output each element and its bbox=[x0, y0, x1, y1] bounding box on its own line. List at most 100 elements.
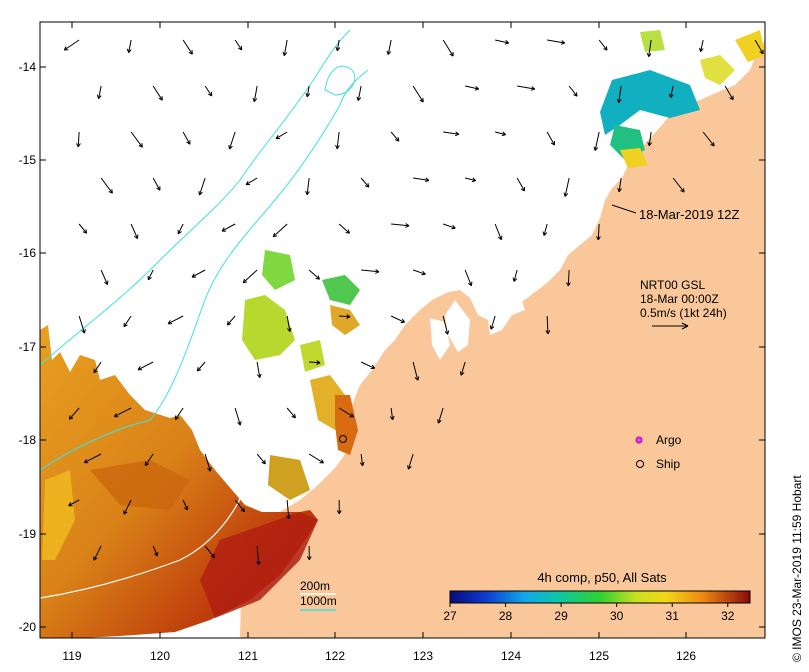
colorbar-label: 32 bbox=[721, 609, 735, 623]
land-area bbox=[240, 22, 765, 638]
current-vector bbox=[442, 39, 454, 57]
current-vector-head bbox=[237, 45, 243, 51]
current-vector bbox=[339, 315, 351, 318]
current-vector bbox=[283, 39, 288, 56]
current-vector-head bbox=[191, 273, 196, 278]
current-vector bbox=[437, 407, 444, 424]
current-vector-head bbox=[669, 93, 674, 98]
current-vector-head bbox=[520, 187, 525, 192]
x-tick-label: 125 bbox=[589, 649, 609, 663]
current-vector-head bbox=[699, 47, 704, 52]
current-vector-head bbox=[291, 413, 296, 419]
current-vector-head bbox=[349, 413, 354, 418]
current-vector bbox=[494, 223, 502, 240]
contour-shelf-loop bbox=[324, 65, 356, 96]
current-vector bbox=[338, 223, 350, 234]
current-vector-head bbox=[573, 92, 578, 97]
current-vector-head bbox=[242, 278, 248, 284]
current-vector bbox=[336, 39, 340, 51]
current-vector bbox=[598, 39, 608, 51]
sst-patch-coastal-2 bbox=[268, 455, 310, 500]
current-vector-head bbox=[356, 96, 362, 101]
current-vector-head bbox=[414, 376, 420, 381]
marker-legend: Argo Ship bbox=[635, 433, 682, 471]
current-vector-head bbox=[144, 461, 150, 466]
current-vector-head bbox=[454, 131, 460, 137]
colorbar-gradient bbox=[449, 590, 751, 604]
current-vector bbox=[306, 85, 310, 97]
current-vector bbox=[754, 39, 764, 55]
x-tick-label: 123 bbox=[413, 649, 433, 663]
argo-legend-label: Argo bbox=[656, 433, 682, 447]
current-vector bbox=[182, 499, 188, 511]
sst-patch-mid bbox=[330, 305, 360, 335]
current-vector-head bbox=[400, 318, 406, 324]
current-vector bbox=[648, 39, 652, 57]
current-vector-head bbox=[512, 277, 518, 282]
current-vector bbox=[407, 453, 414, 470]
current-vector-head bbox=[305, 92, 311, 98]
current-vector bbox=[204, 85, 213, 97]
sst-patch-northeast-3 bbox=[700, 55, 735, 85]
sst-patch-offshore-3 bbox=[322, 275, 360, 305]
current-vector bbox=[464, 269, 472, 286]
current-vector-head bbox=[550, 140, 555, 146]
current-vector bbox=[360, 453, 364, 466]
ship-position-marker bbox=[339, 435, 347, 443]
current-vector bbox=[672, 177, 685, 193]
current-vector bbox=[167, 315, 184, 325]
current-vector-head bbox=[156, 186, 161, 191]
current-vector bbox=[174, 407, 184, 420]
current-vector bbox=[360, 361, 375, 369]
current-vector-head bbox=[147, 275, 152, 281]
x-tick-label: 126 bbox=[676, 649, 696, 663]
current-vector bbox=[152, 85, 163, 101]
current-vector bbox=[412, 269, 426, 275]
colorbar-label: 30 bbox=[610, 609, 624, 623]
current-vector-head bbox=[133, 234, 139, 239]
current-vector bbox=[130, 223, 138, 239]
current-vector-head bbox=[530, 86, 536, 91]
current-vector bbox=[442, 315, 449, 335]
current-vector bbox=[360, 177, 370, 188]
current-vector bbox=[93, 545, 102, 561]
current-vector-head bbox=[394, 137, 400, 142]
current-vector-head bbox=[96, 94, 102, 100]
current-vector bbox=[413, 177, 429, 181]
current-vector bbox=[286, 407, 296, 419]
current-vector-head bbox=[647, 141, 652, 147]
current-vector-head bbox=[504, 39, 510, 45]
current-vector-head bbox=[386, 50, 392, 55]
current-vector bbox=[245, 177, 258, 186]
current-vector-head bbox=[108, 189, 113, 194]
current-vector bbox=[306, 177, 310, 195]
colorbar-label: 31 bbox=[666, 609, 680, 623]
inlet bbox=[505, 296, 525, 315]
argo-marker-icon bbox=[635, 436, 643, 444]
current-vector-head bbox=[272, 232, 278, 238]
current-vector bbox=[68, 499, 80, 507]
current-vector-head bbox=[370, 364, 376, 369]
current-vector bbox=[177, 223, 184, 235]
current-vector-head bbox=[198, 191, 203, 196]
current-legend-scale: 0.5m/s (1kt 24h) bbox=[640, 306, 727, 320]
current-vector-head bbox=[256, 560, 261, 566]
current-vector-head bbox=[474, 86, 480, 91]
current-vector bbox=[648, 131, 652, 146]
current-vectors bbox=[63, 39, 764, 566]
current-vector-head bbox=[153, 552, 159, 557]
current-legend-source: NRT00 GSL bbox=[640, 278, 705, 292]
contour-200m bbox=[40, 494, 243, 599]
current-vector bbox=[84, 453, 102, 464]
colorbar-label: 28 bbox=[499, 609, 513, 623]
current-vector-head bbox=[616, 98, 622, 103]
sst-patch-northeast-4 bbox=[735, 30, 765, 62]
current-vector-head bbox=[421, 270, 426, 276]
current-vector bbox=[308, 453, 324, 464]
current-vector bbox=[567, 269, 570, 286]
sst-patch-warm bbox=[90, 460, 190, 510]
current-vector-head bbox=[316, 360, 321, 365]
inlet bbox=[430, 318, 450, 360]
current-vector bbox=[618, 177, 622, 192]
current-vector-head bbox=[275, 134, 281, 140]
